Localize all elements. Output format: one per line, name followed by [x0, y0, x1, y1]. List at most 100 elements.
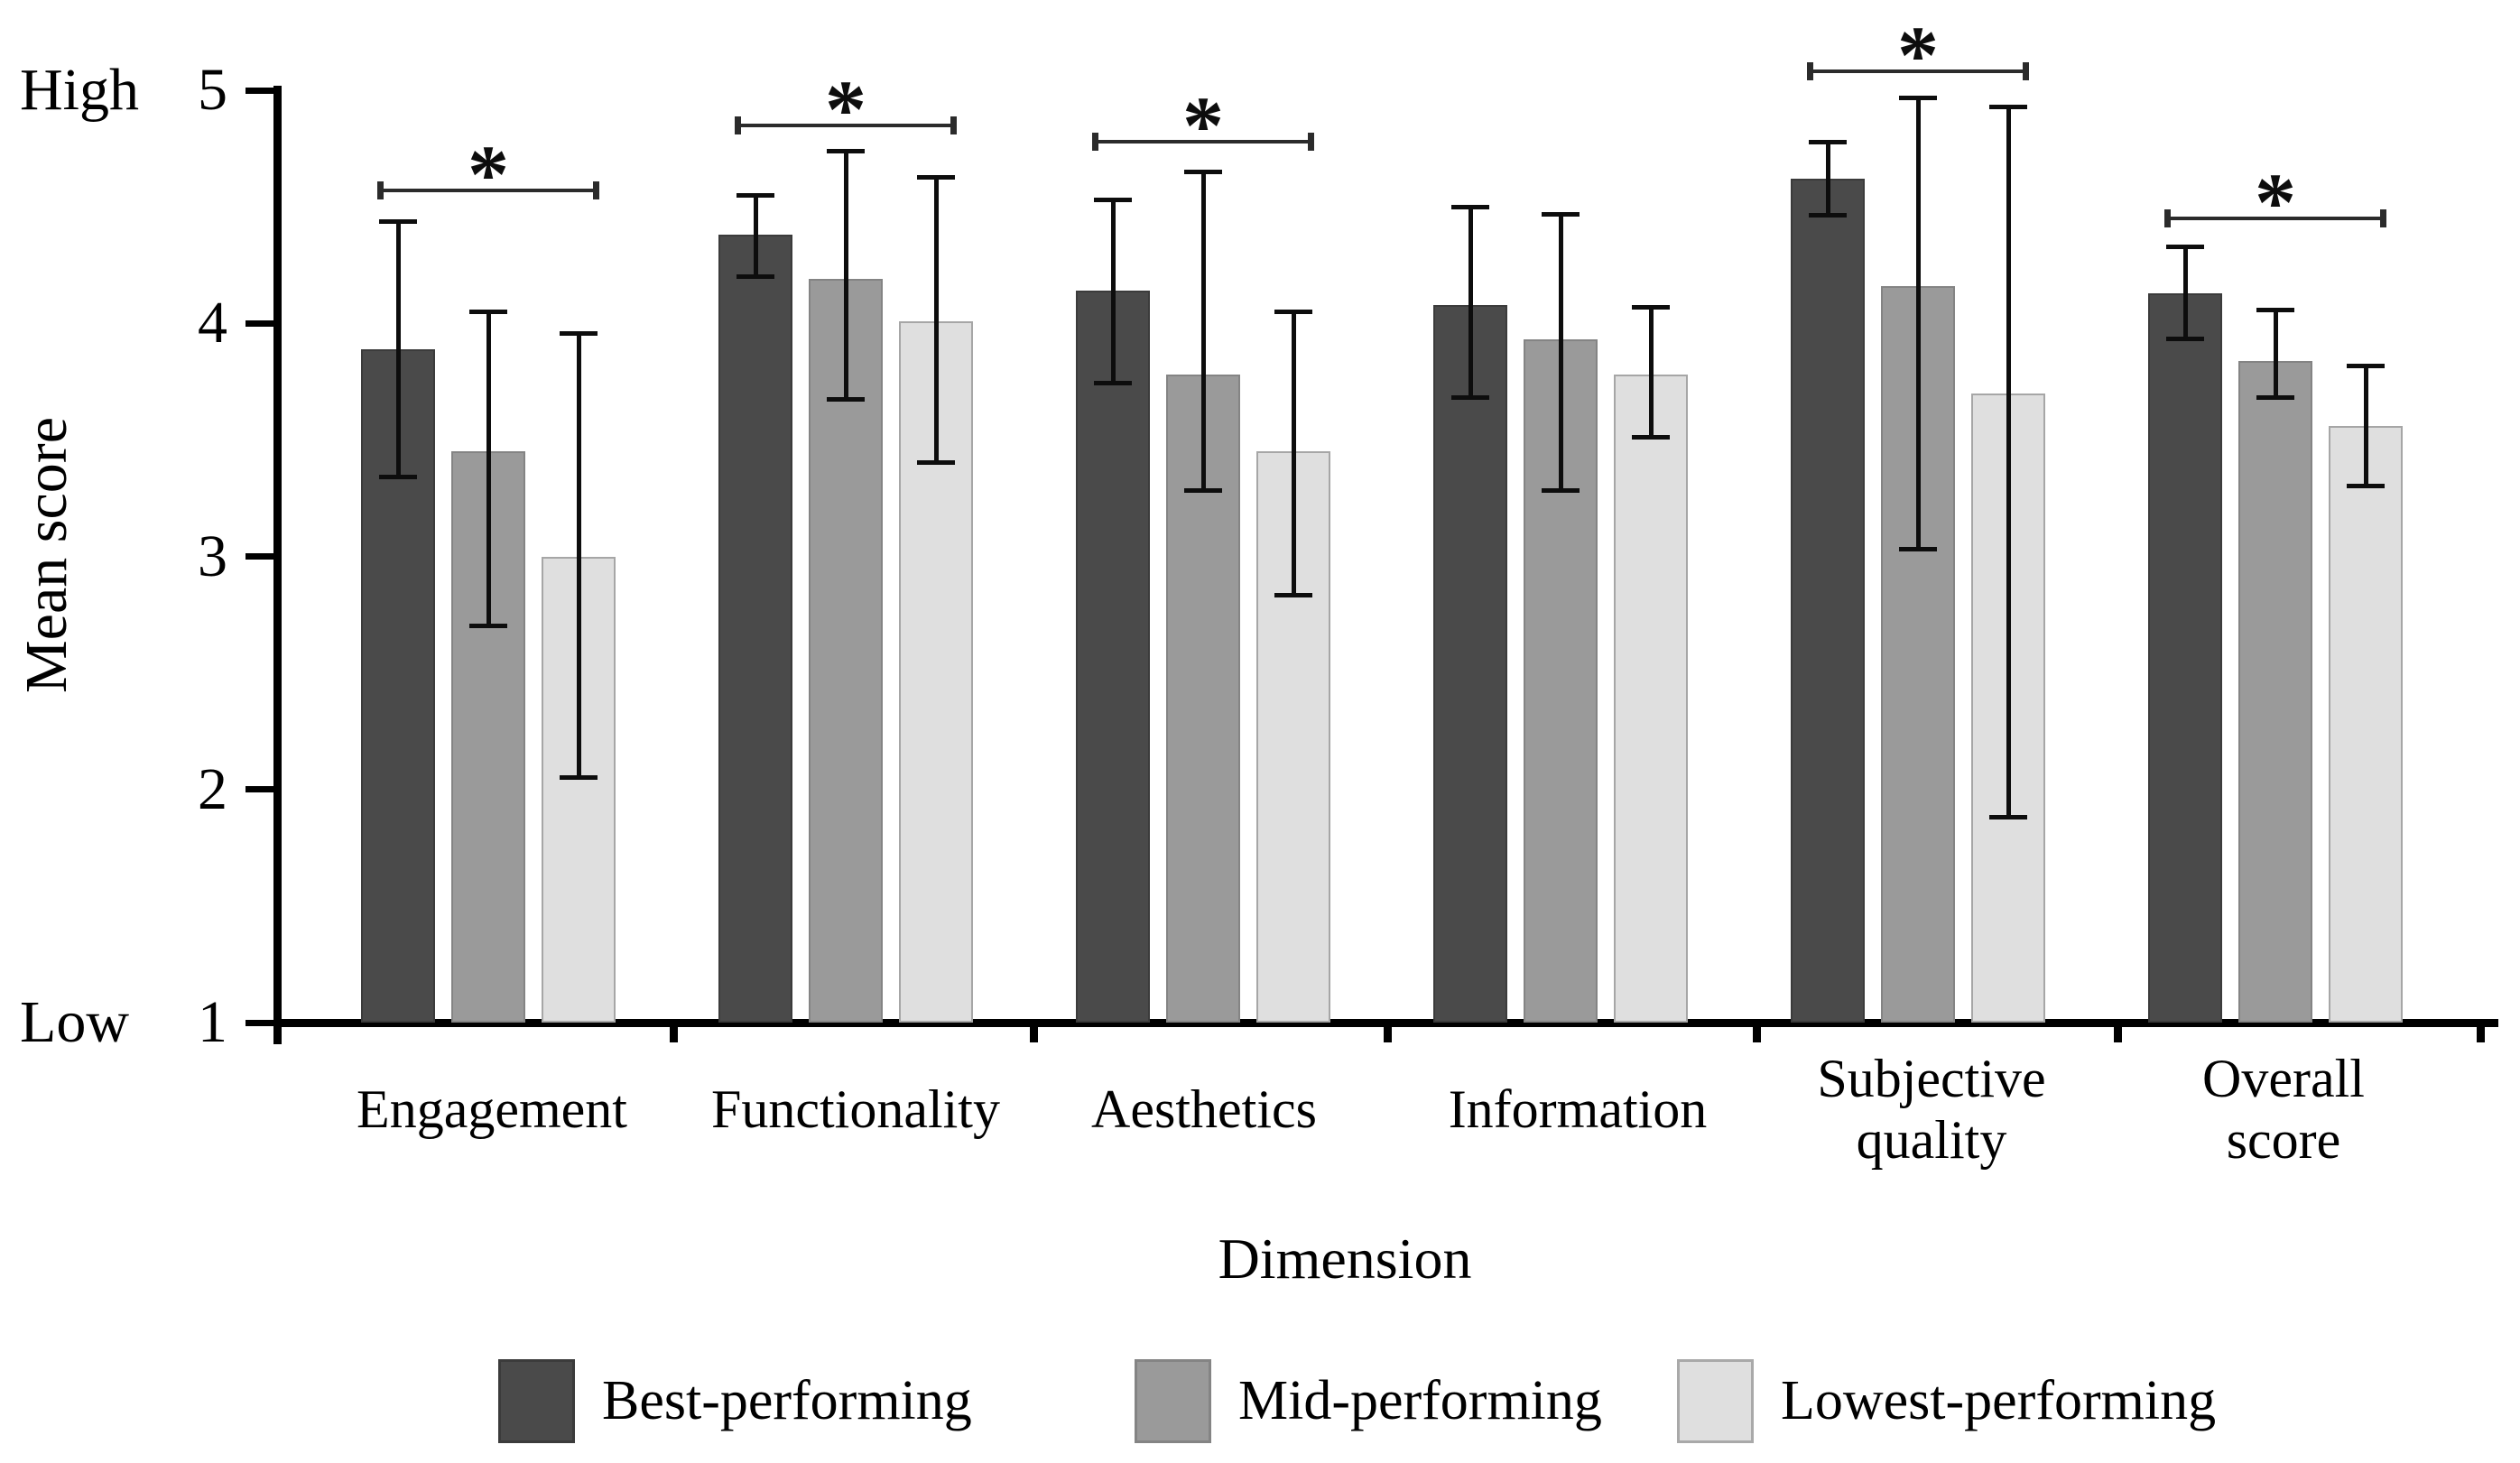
x-category-label: Engagement: [357, 1079, 627, 1140]
error-bar-line: [1291, 311, 1296, 597]
error-bar-line: [1468, 207, 1473, 398]
error-bar-cap-top: [917, 174, 955, 180]
error-bar-cap-bottom: [2256, 394, 2294, 400]
y-axis-high-label: High: [20, 57, 139, 123]
significance-asterisk: *: [1897, 9, 1939, 102]
x-category-label: Overall score: [2202, 1049, 2365, 1170]
bar-best-performing-subjective-quality: [1791, 179, 1865, 1023]
error-bar-line: [2273, 309, 2278, 398]
significance-bracket-end: [735, 116, 741, 134]
significance-bracket-end: [2023, 62, 2029, 81]
error-bar-cap-top: [2347, 363, 2385, 368]
error-bar-line: [2363, 365, 2368, 487]
x-category-label: Functionality: [711, 1079, 1000, 1140]
error-bar-cap-bottom: [1899, 546, 1937, 551]
error-bar-line: [1915, 97, 1921, 550]
y-axis-tick: [246, 319, 273, 327]
y-axis-tick: [246, 786, 273, 793]
error-bar-cap-top: [1274, 310, 1312, 315]
significance-bracket: [737, 123, 955, 127]
error-bar-cap-bottom: [737, 273, 774, 279]
error-bar-cap-top: [2256, 307, 2294, 312]
error-bar-line: [933, 176, 939, 464]
significance-bracket-end: [2380, 209, 2386, 228]
y-tick-label: 5: [198, 57, 227, 123]
error-bar-cap-top: [379, 218, 417, 224]
error-bar-line: [2006, 106, 2011, 818]
bar-best-performing-functionality: [718, 235, 792, 1023]
legend-label: Lowest-performing: [1781, 1370, 2217, 1431]
significance-bracket-end: [377, 181, 384, 200]
error-bar-line: [486, 311, 491, 626]
error-bar-cap-bottom: [379, 474, 417, 479]
error-bar-cap-bottom: [2347, 484, 2385, 489]
y-tick-label: 1: [198, 989, 227, 1055]
significance-asterisk: *: [2255, 156, 2296, 249]
error-bar-cap-top: [827, 149, 865, 154]
legend-swatch-icon: [1135, 1359, 1211, 1443]
error-bar-cap-bottom: [1989, 814, 2027, 819]
significance-asterisk: *: [1182, 79, 1224, 171]
error-bar-cap-bottom: [2166, 337, 2204, 342]
bar-best-performing-overall-score: [2148, 292, 2222, 1023]
significance-bracket: [1809, 69, 2027, 74]
error-bar-cap-top: [1094, 198, 1132, 203]
error-bar-cap-top: [1899, 95, 1937, 100]
x-axis-tick: [2114, 1023, 2122, 1042]
significance-asterisk: *: [468, 128, 509, 221]
x-axis-title: Dimension: [1218, 1227, 1472, 1291]
significance-bracket: [1094, 139, 1312, 144]
error-bar-cap-top: [1451, 205, 1489, 210]
y-tick-label: 3: [198, 523, 227, 589]
error-bar-line: [395, 220, 401, 477]
error-bar-cap-top: [2166, 245, 2204, 250]
bar-mid-performing-overall-score: [2238, 360, 2312, 1023]
y-axis-line: [273, 86, 282, 1044]
error-bar-cap-top: [1809, 139, 1847, 144]
error-bar-line: [1200, 171, 1206, 492]
significance-bracket-end: [593, 181, 599, 200]
x-category-label: Aesthetics: [1091, 1079, 1317, 1140]
bar-best-performing-aesthetics: [1076, 291, 1150, 1023]
legend-entry: Lowest-performing: [1677, 1359, 2216, 1443]
error-bar-cap-top: [1542, 211, 1580, 217]
error-bar-cap-bottom: [560, 774, 598, 780]
error-bar-line: [1558, 213, 1563, 492]
y-axis-tick: [246, 553, 273, 560]
significance-asterisk: *: [825, 62, 866, 155]
legend-entry: Mid-performing: [1135, 1359, 1602, 1443]
error-bar-cap-top: [469, 310, 507, 315]
error-bar-line: [576, 332, 581, 778]
error-bar-line: [1825, 141, 1830, 217]
x-axis-tick: [1384, 1023, 1392, 1042]
significance-bracket-end: [1807, 62, 1813, 81]
error-bar-cap-bottom: [469, 623, 507, 628]
legend-label: Best-performing: [602, 1370, 972, 1431]
significance-bracket: [379, 189, 598, 193]
error-bar-line: [2182, 246, 2188, 340]
error-bar-line: [753, 195, 758, 277]
significance-bracket-end: [1092, 132, 1098, 151]
error-bar-cap-top: [737, 193, 774, 199]
x-axis-tick: [2477, 1023, 2485, 1042]
significance-bracket-end: [950, 116, 957, 134]
error-bar-cap-bottom: [917, 460, 955, 466]
y-axis-tick: [246, 1019, 273, 1026]
error-bar-cap-bottom: [827, 397, 865, 403]
bar-lowest-performing-information: [1614, 375, 1688, 1023]
y-tick-label: 4: [198, 290, 227, 356]
error-bar-line: [1110, 199, 1116, 384]
x-category-label: Subjective quality: [1817, 1049, 2046, 1170]
bar-best-performing-information: [1433, 304, 1507, 1023]
error-bar-cap-bottom: [1632, 434, 1670, 440]
significance-bracket-end: [2164, 209, 2171, 228]
error-bar-line: [843, 151, 848, 401]
x-axis-tick: [1753, 1023, 1761, 1042]
legend-swatch-icon: [1677, 1359, 1754, 1443]
y-axis-tick: [246, 87, 273, 94]
error-bar-cap-bottom: [1094, 381, 1132, 386]
legend-entry: Best-performing: [498, 1359, 972, 1443]
error-bar-cap-bottom: [1184, 488, 1222, 494]
